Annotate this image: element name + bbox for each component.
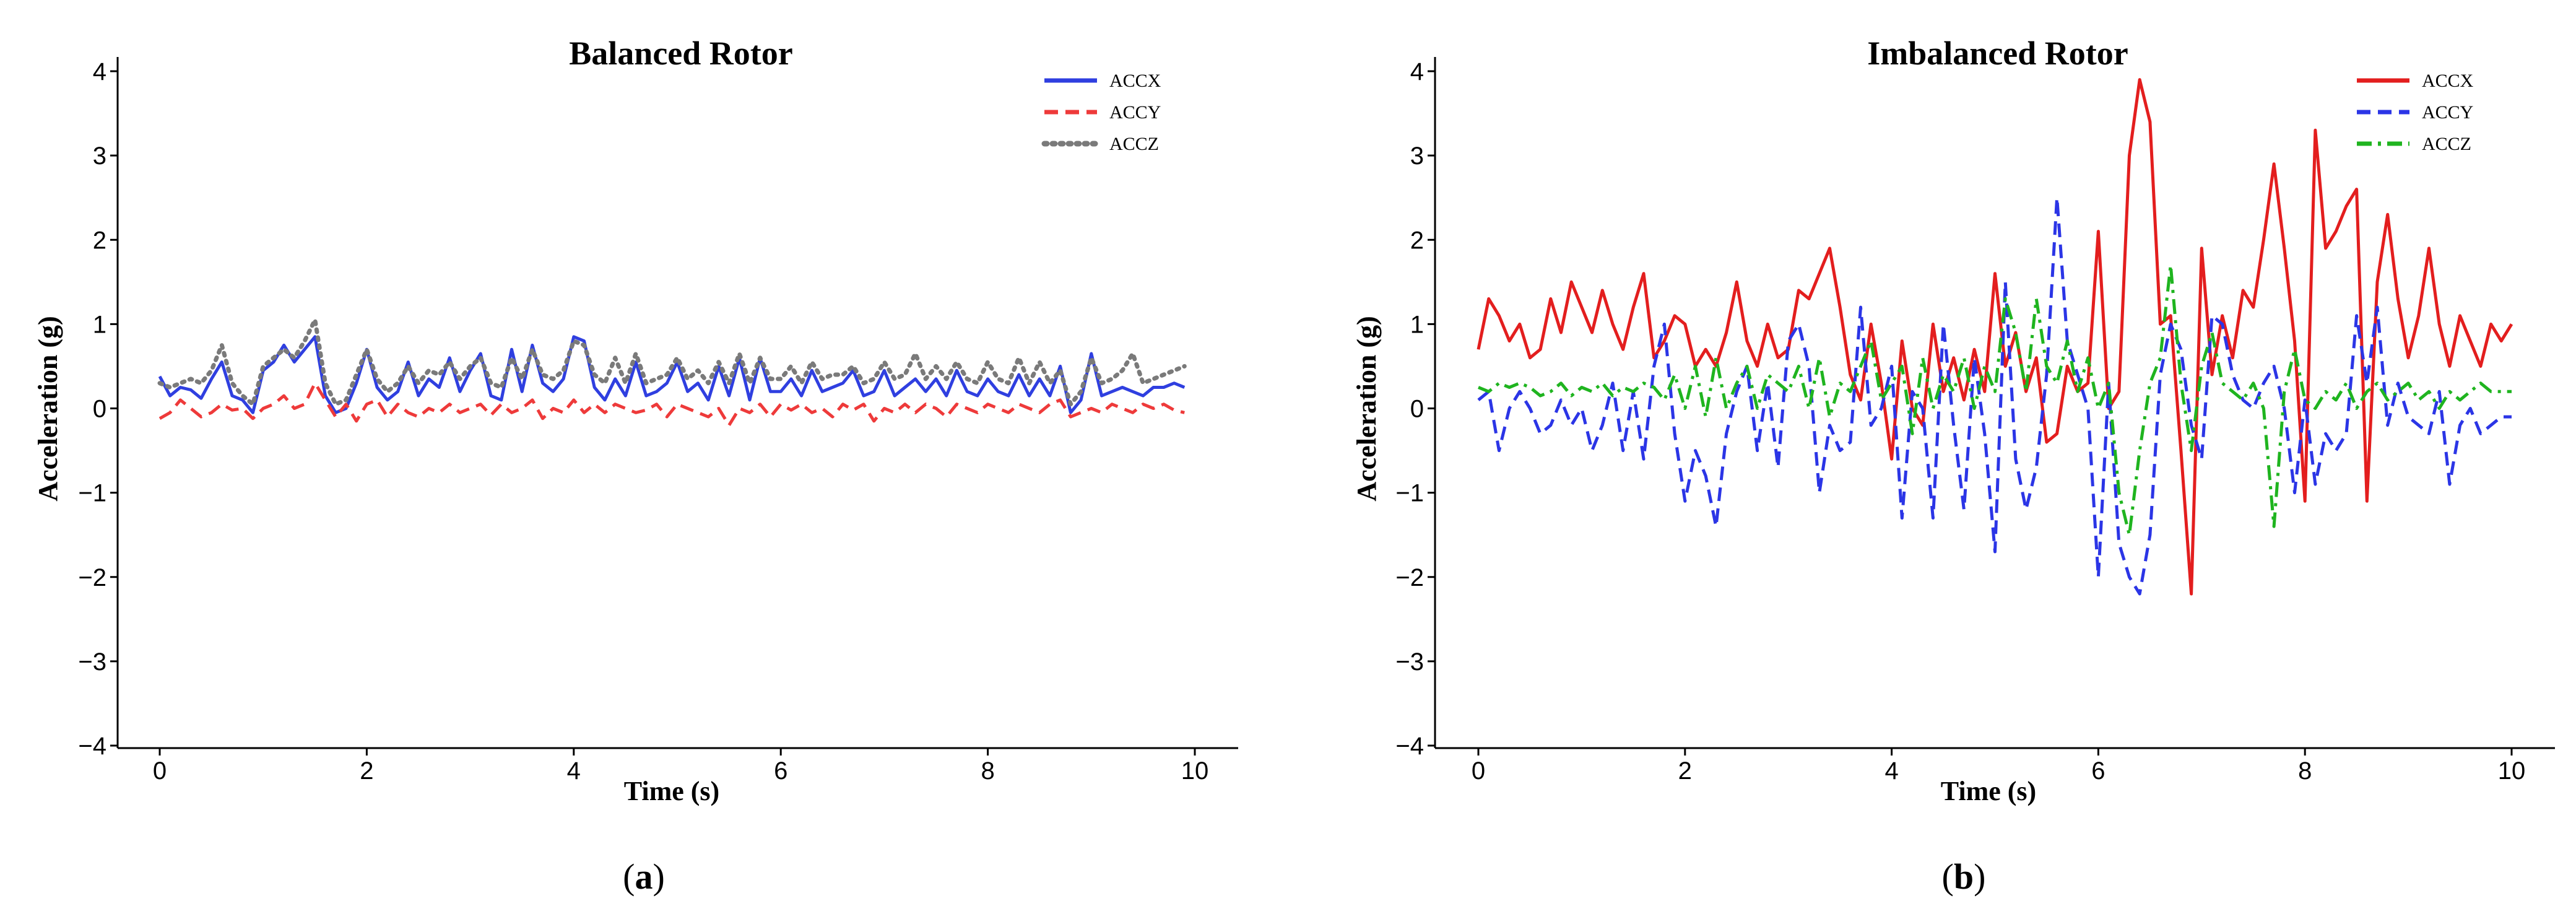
chart-balanced-rotor: Balanced Rotor Time (s) Acceleration (g)…: [33, 35, 1238, 806]
x-tick-label: 6: [2091, 757, 2105, 785]
y-tick-label: 2: [1410, 227, 1424, 254]
x-tick-label: 0: [1472, 757, 1485, 785]
plot-area: [1477, 78, 2513, 596]
plot-area: [157, 318, 1187, 427]
chart-title: Imbalanced Rotor: [1867, 35, 2128, 72]
y-tick-label: 4: [93, 58, 106, 85]
series-line-accz: [157, 318, 1187, 407]
y-tick-label: −3: [1395, 648, 1424, 676]
panel-label-open: (: [1942, 856, 1954, 897]
panel-label-letter: b: [1954, 856, 1974, 897]
legend-label-accy: ACCY: [1109, 102, 1161, 123]
legend-label-accz: ACCZ: [2422, 134, 2471, 154]
y-axis-label: Acceleration (g): [1351, 316, 1382, 501]
y-tick-label: −1: [1395, 480, 1424, 507]
panel-label-close: ): [1974, 856, 1985, 897]
x-axis-label: Time (s): [1941, 776, 2036, 806]
panel-label-letter: a: [635, 856, 653, 897]
x-tick-label: 2: [1678, 757, 1692, 785]
x-tick-label: 4: [1884, 757, 1898, 785]
y-tick-label: −1: [78, 480, 106, 507]
x-tick-label: 6: [774, 757, 787, 785]
y-tick-label: −2: [1395, 564, 1424, 591]
legend: ACCX ACCY ACCZ: [2357, 71, 2474, 154]
chart-title: Balanced Rotor: [569, 35, 792, 72]
y-tick-label: 1: [1410, 311, 1424, 338]
legend-label-accx: ACCX: [1109, 71, 1161, 91]
x-tick-label: 0: [153, 757, 167, 785]
legend: ACCX ACCY ACCZ: [1041, 71, 1161, 154]
x-tick-label: 8: [2298, 757, 2312, 785]
panel-label-open: (: [623, 856, 635, 897]
panel-label-close: ): [653, 856, 665, 897]
y-tick-label: 4: [1410, 58, 1424, 85]
x-tick-label: 2: [360, 757, 373, 785]
panel-label-a: (a): [623, 856, 665, 897]
x-axis-label: Time (s): [624, 776, 719, 806]
y-tick-label: −2: [78, 564, 106, 591]
x-tick-label: 8: [981, 757, 994, 785]
x-tick-label: 10: [1181, 757, 1209, 785]
legend-label-accx: ACCX: [2422, 71, 2474, 91]
series-line-accy: [1477, 196, 2512, 596]
legend-label-accz: ACCZ: [1109, 134, 1159, 154]
series-line-accx: [1477, 78, 2513, 596]
x-tick-label: 4: [567, 757, 581, 785]
axis-ticks: −4 −3 −2 −1 0 1 2 3 4 0 2 4 6 8 10: [1395, 58, 2525, 785]
y-tick-label: 0: [1410, 396, 1424, 423]
y-tick-label: −3: [78, 648, 106, 676]
y-tick-label: 1: [93, 311, 106, 338]
y-tick-label: −4: [78, 733, 106, 760]
series-line-accy: [158, 381, 1185, 427]
y-tick-label: −4: [1395, 733, 1424, 760]
x-tick-label: 10: [2498, 757, 2526, 785]
axis-ticks: −4 −3 −2 −1 0 1 2 3 4 0 2 4 6 8 10: [78, 58, 1208, 785]
y-tick-label: 3: [1410, 142, 1424, 170]
y-tick-label: 2: [93, 227, 106, 254]
y-axis-label: Acceleration (g): [33, 316, 63, 501]
y-tick-label: 0: [93, 396, 106, 423]
legend-label-accy: ACCY: [2422, 102, 2473, 123]
series-line-accx: [158, 335, 1186, 414]
y-tick-label: 3: [93, 142, 106, 170]
chart-imbalanced-rotor: Imbalanced Rotor Time (s) Acceleration (…: [1351, 35, 2555, 806]
series-line-accz: [1478, 263, 2512, 537]
panel-label-b: (b): [1942, 856, 1986, 897]
